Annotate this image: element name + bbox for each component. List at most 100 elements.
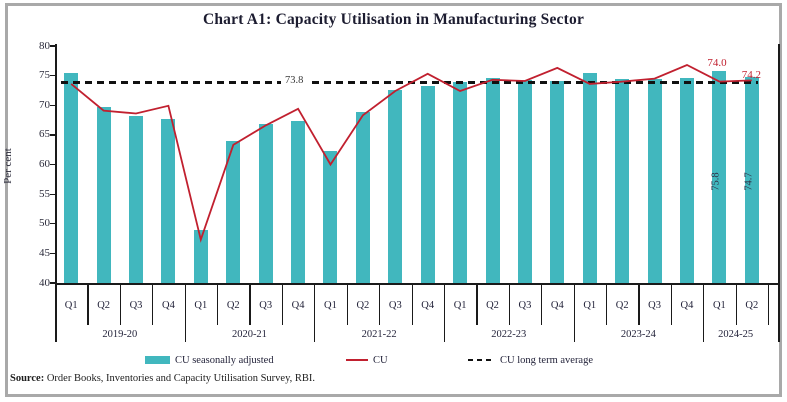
bar bbox=[615, 79, 630, 283]
cu-long-term-average-line bbox=[61, 81, 281, 85]
year-separator-line bbox=[314, 283, 316, 342]
bar bbox=[453, 81, 468, 283]
y-tick-label: 80 bbox=[39, 39, 50, 52]
bar bbox=[96, 107, 111, 283]
bar bbox=[323, 151, 338, 283]
bar bbox=[258, 124, 273, 283]
y-tick-mark-icon bbox=[50, 193, 55, 195]
bar-value-label: 75.8 bbox=[711, 172, 723, 191]
x-quarter-label: Q2 bbox=[97, 300, 111, 311]
quarter-separator-line bbox=[768, 283, 770, 325]
y-tick-label: 75 bbox=[39, 69, 50, 82]
quarter-separator-line bbox=[346, 283, 348, 325]
x-quarter-label: Q1 bbox=[324, 300, 337, 311]
cu-long-term-average-line bbox=[312, 81, 758, 85]
quarter-separator-line bbox=[217, 283, 219, 325]
x-quarter-label: Q3 bbox=[259, 300, 273, 311]
x-year-label: 2022-23 bbox=[491, 329, 527, 340]
legend-item-cu-avg: CU long term average bbox=[468, 351, 593, 369]
legend-label: CU bbox=[373, 354, 388, 366]
x-year-label: 2020-21 bbox=[231, 329, 267, 340]
year-separator-line bbox=[573, 283, 575, 342]
quarter-separator-line bbox=[87, 283, 89, 325]
y-tick-label: 65 bbox=[39, 128, 50, 141]
y-tick-label: 55 bbox=[39, 187, 50, 200]
bar bbox=[388, 90, 403, 283]
x-quarter-label: Q3 bbox=[648, 300, 661, 311]
y-tick-label: 50 bbox=[39, 217, 50, 230]
x-quarter-label: Q4 bbox=[421, 300, 435, 311]
bar bbox=[226, 140, 241, 283]
x-quarter-label: Q3 bbox=[129, 300, 143, 311]
y-tick-label: 40 bbox=[39, 276, 50, 289]
cu-line-path bbox=[70, 64, 752, 243]
right-frame-line bbox=[778, 44, 780, 342]
source-text: Order Books, Inventories and Capacity Ut… bbox=[44, 373, 316, 384]
x-quarter-label: Q2 bbox=[486, 300, 499, 311]
quarter-separator-line bbox=[249, 283, 251, 325]
chart-title: Chart A1: Capacity Utilisation in Manufa… bbox=[202, 11, 585, 28]
legend-bar-swatch-icon bbox=[145, 356, 170, 364]
quarter-separator-line bbox=[541, 283, 543, 325]
legend-label: CU seasonally adjusted bbox=[175, 354, 274, 366]
quarter-separator-line bbox=[735, 283, 737, 325]
x-quarter-label: Q1 bbox=[583, 300, 597, 311]
bar bbox=[193, 229, 208, 283]
quarter-separator-line bbox=[638, 283, 640, 325]
y-tick-mark-icon bbox=[50, 163, 55, 166]
quarter-separator-line bbox=[670, 283, 672, 325]
x-quarter-label: Q4 bbox=[162, 300, 175, 311]
quarter-separator-line bbox=[152, 283, 154, 325]
cu-value-label: 74.2 bbox=[741, 69, 762, 82]
year-separator-line bbox=[703, 283, 705, 342]
x-quarter-label: Q3 bbox=[388, 300, 402, 311]
y-tick-label: 60 bbox=[39, 158, 50, 170]
x-quarter-label: Q4 bbox=[680, 300, 694, 311]
bar bbox=[679, 77, 694, 283]
quarter-separator-line bbox=[605, 283, 608, 325]
x-quarter-label: Q2 bbox=[356, 300, 370, 311]
figure-border bbox=[5, 3, 782, 397]
x-quarter-label: Q2 bbox=[615, 300, 629, 311]
y-tick-label: 70 bbox=[39, 98, 50, 111]
bar bbox=[64, 73, 79, 283]
x-quarter-label: Q4 bbox=[291, 300, 305, 311]
quarter-separator-line bbox=[119, 283, 121, 325]
legend-line-swatch-icon bbox=[346, 358, 368, 362]
bar bbox=[517, 79, 532, 283]
x-quarter-label: Q1 bbox=[453, 300, 467, 311]
x-quarter-label: Q2 bbox=[745, 300, 759, 311]
x-year-label: 2023-24 bbox=[620, 329, 656, 340]
x-year-label: 2024-25 bbox=[718, 329, 754, 340]
x-year-label: 2019-20 bbox=[102, 329, 138, 340]
bar bbox=[582, 73, 597, 283]
y-tick-mark-icon bbox=[50, 45, 55, 47]
legend-label: CU long term average bbox=[500, 354, 594, 366]
y-tick-mark-icon bbox=[50, 104, 55, 106]
legend-dash-swatch-icon bbox=[468, 358, 495, 362]
bar bbox=[291, 120, 306, 283]
y-axis-line bbox=[55, 44, 57, 342]
x-quarter-label: Q4 bbox=[550, 300, 564, 311]
y-tick-mark-icon bbox=[50, 252, 55, 255]
quarter-separator-line bbox=[476, 283, 478, 325]
x-quarter-label: Q3 bbox=[518, 300, 532, 311]
y-tick-mark-icon bbox=[50, 134, 55, 136]
y-tick-label: 45 bbox=[39, 246, 50, 259]
x-quarter-label: Q1 bbox=[194, 300, 208, 311]
bar bbox=[712, 70, 727, 283]
x-year-label: 2021-22 bbox=[361, 329, 397, 340]
quarter-separator-line bbox=[508, 283, 510, 325]
y-tick-mark-icon bbox=[50, 75, 55, 77]
quarter-separator-line bbox=[281, 283, 284, 325]
x-quarter-label: Q2 bbox=[226, 300, 240, 311]
bar bbox=[129, 115, 144, 283]
x-quarter-label: Q1 bbox=[64, 300, 78, 311]
x-quarter-label: Q1 bbox=[712, 300, 726, 311]
y-tick-mark-icon bbox=[50, 223, 55, 225]
quarter-separator-line bbox=[411, 283, 413, 325]
cu-value-label: 74.0 bbox=[707, 56, 727, 69]
